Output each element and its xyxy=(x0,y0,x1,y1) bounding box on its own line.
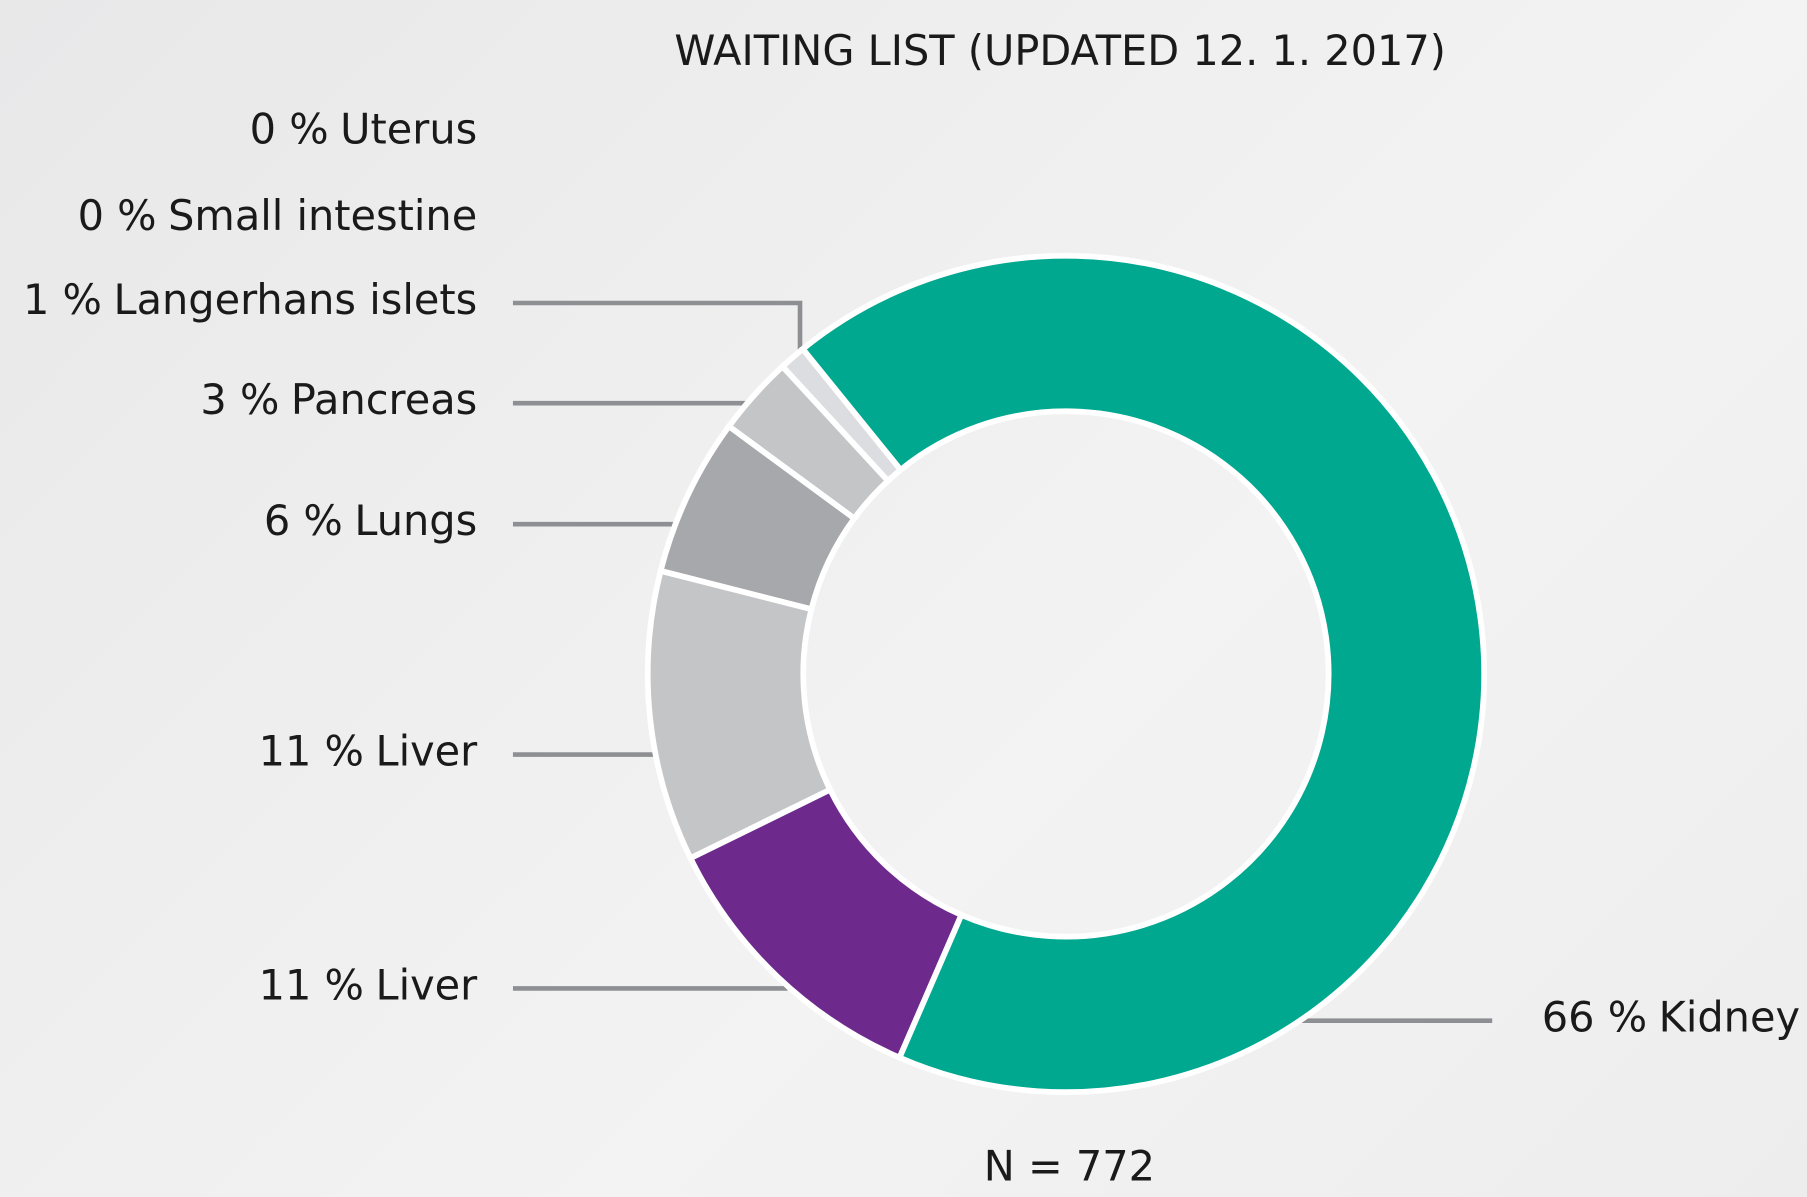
slice-label: 6 % Lungs xyxy=(264,497,477,545)
donut-slice xyxy=(798,252,1487,1096)
category-label: Lungs xyxy=(354,497,477,545)
value-label: 3 % xyxy=(200,376,279,424)
leader-line xyxy=(512,300,803,367)
category-label: Kidney xyxy=(1659,994,1800,1042)
value-label: 66 % xyxy=(1542,994,1647,1042)
category-label: Langerhans islets xyxy=(113,276,477,324)
slice-label: 0 % Small intestine xyxy=(78,192,478,240)
value-label: 1 % xyxy=(23,276,102,324)
slice-label: 11 % Liver xyxy=(259,961,479,1009)
total-note: N = 772 xyxy=(984,1142,1155,1190)
slice-label: 3 % Pancreas xyxy=(200,376,477,424)
value-label: 11 % xyxy=(259,728,364,776)
category-label: Small intestine xyxy=(168,192,477,240)
value-label: 0 % xyxy=(78,192,157,240)
slice-label: 1 % Langerhans islets xyxy=(23,276,477,324)
leader-line xyxy=(512,968,788,991)
category-label: Pancreas xyxy=(291,376,477,424)
chart-title: WAITING LIST (UPDATED 12. 1. 2017) xyxy=(674,27,1446,75)
category-label: Liver xyxy=(375,728,478,776)
value-label: 0 % xyxy=(250,105,329,153)
slice-label: 0 % Uterus xyxy=(250,105,478,153)
category-label: Liver xyxy=(375,961,478,1009)
value-label: 11 % xyxy=(259,961,364,1009)
slice-label: 11 % Liver xyxy=(259,728,479,776)
value-label: 6 % xyxy=(264,497,343,545)
leader-line xyxy=(512,716,664,757)
category-label: Uterus xyxy=(340,105,477,153)
slice-label: 66 % Kidney xyxy=(1542,994,1800,1042)
leader-line xyxy=(512,500,701,527)
